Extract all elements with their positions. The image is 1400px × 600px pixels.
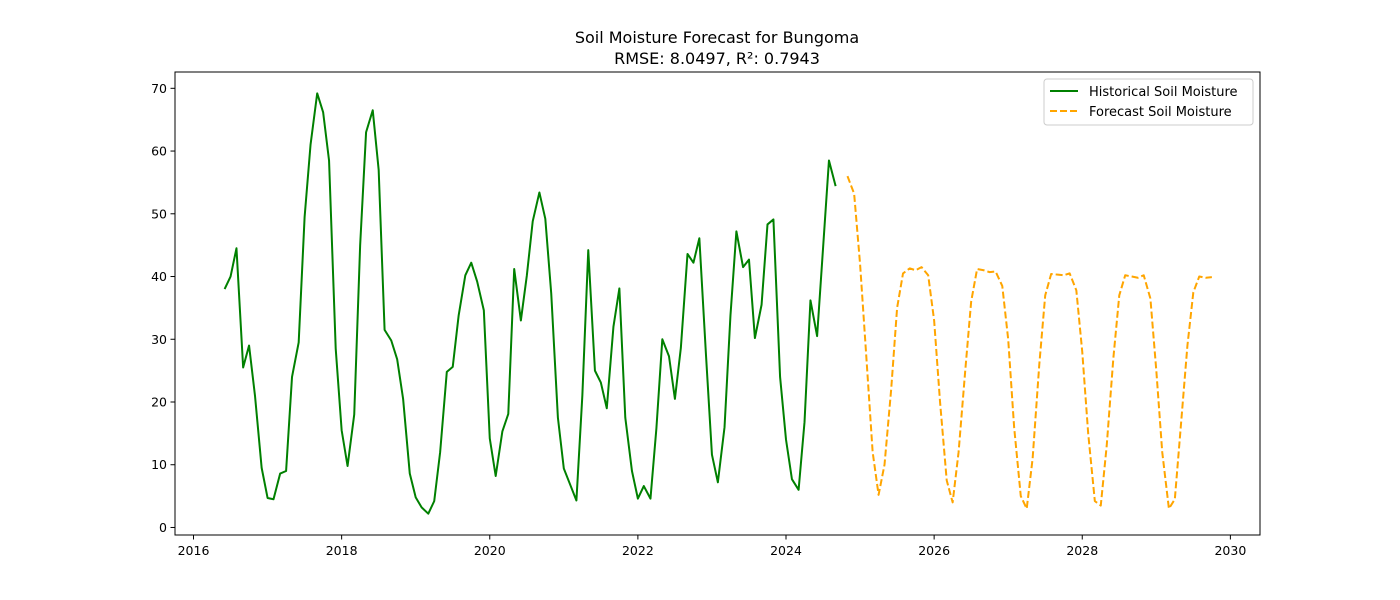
chart-subtitle: RMSE: 8.0497, R²: 0.7943 [614,49,820,68]
x-tick-label: 2030 [1214,543,1246,558]
y-axis: 0 10 20 30 40 50 60 70 [151,81,175,535]
y-tick-label: 20 [151,394,167,409]
plot-frame [174,71,1261,536]
y-tick-label: 40 [151,269,167,284]
plot-area [174,71,1261,536]
series-line-forecast [846,175,1212,510]
y-tick-label: 0 [159,520,167,535]
y-tick-label: 60 [151,144,167,159]
x-tick-label: 2018 [326,543,358,558]
legend-box [1043,78,1254,126]
y-tick-label: 50 [151,206,167,221]
x-tick-label: 2024 [770,543,802,558]
y-tick-label: 10 [151,457,167,472]
y-tick-label: 30 [151,332,167,347]
series-layer [223,92,1212,515]
x-axis: 2016 2018 2020 2022 2024 2026 2028 2030 [178,535,1246,558]
x-tick-label: 2028 [1066,543,1098,558]
legend-label-forecast: Forecast Soil Moisture [1089,105,1232,120]
series-line-historical [223,92,837,515]
x-tick-label: 2026 [918,543,950,558]
x-tick-label: 2020 [474,543,506,558]
x-tick-label: 2022 [622,543,654,558]
legend-label-historical: Historical Soil Moisture [1089,85,1238,100]
x-tick-label: 2016 [178,543,210,558]
chart-title: Soil Moisture Forecast for Bungoma [575,28,859,47]
legend: Historical Soil Moisture Forecast Soil M… [1043,78,1254,126]
y-tick-label: 70 [151,81,167,96]
